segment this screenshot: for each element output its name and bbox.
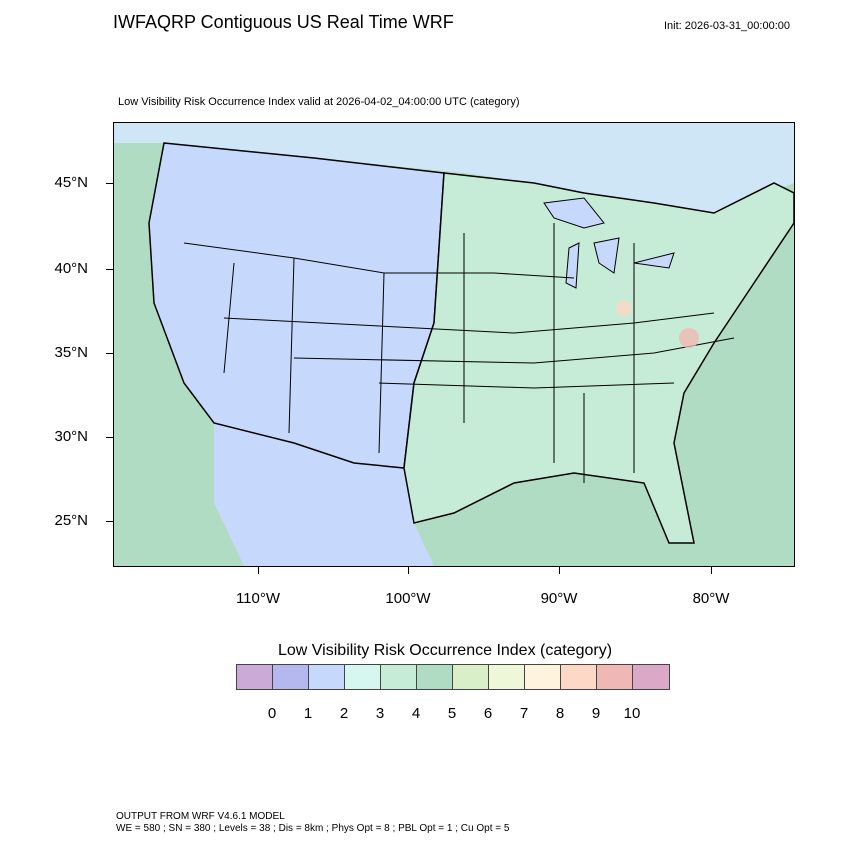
colorbar-label: 0	[267, 705, 277, 722]
state-borders	[183, 223, 735, 483]
canada-land	[114, 123, 794, 213]
colorbar-title: Low Visibility Risk Occurrence Index (ca…	[278, 642, 613, 659]
lat-label: 25°N	[54, 512, 88, 529]
lon-tick	[559, 567, 560, 574]
colorbar-swatch	[237, 665, 273, 689]
figure-title: IWFAQRP Contiguous US Real Time WRF	[113, 12, 454, 32]
lat-label: 45°N	[54, 174, 88, 191]
plot-subtitle: Low Visibility Risk Occurrence Index val…	[118, 96, 520, 108]
great-lakes	[543, 197, 675, 289]
colorbar-label: 1	[303, 705, 313, 722]
colorbar-swatch	[345, 665, 381, 689]
lat-tick	[106, 521, 113, 522]
map-panel	[113, 122, 795, 567]
init-time: Init: 2026-03-31_00:00:00	[664, 20, 790, 32]
footer-model: OUTPUT FROM WRF V4.6.1 MODEL	[116, 811, 285, 822]
lon-label: 100°W	[385, 590, 431, 607]
colorbar-swatch	[273, 665, 309, 689]
colorbar-label: 10	[623, 705, 641, 722]
lat-label: 35°N	[54, 344, 88, 361]
lat-tick	[106, 437, 113, 438]
colorbar-swatch	[597, 665, 633, 689]
footer-config: WE = 580 ; SN = 380 ; Levels = 38 ; Dis …	[116, 823, 510, 834]
map-svg	[114, 123, 795, 566]
lat-label: 40°N	[54, 260, 88, 277]
colorbar-label: 3	[375, 705, 385, 722]
colorbar-label: 2	[339, 705, 349, 722]
colorbar-label: 9	[591, 705, 601, 722]
colorbar-swatch	[453, 665, 489, 689]
high-risk-area	[679, 328, 699, 348]
colorbar-label: 4	[411, 705, 421, 722]
colorbar-label: 7	[519, 705, 529, 722]
lon-tick	[408, 567, 409, 574]
colorbar-swatch	[489, 665, 525, 689]
lon-label: 110°W	[235, 590, 281, 607]
lon-tick	[258, 567, 259, 574]
colorbar	[236, 664, 670, 690]
mexico-land	[214, 423, 434, 566]
lon-tick	[711, 567, 712, 574]
colorbar-label: 5	[447, 705, 457, 722]
lat-tick	[106, 269, 113, 270]
colorbar-swatch	[417, 665, 453, 689]
lat-label: 30°N	[54, 428, 88, 445]
colorbar-swatch	[381, 665, 417, 689]
colorbar-swatch	[309, 665, 345, 689]
colorbar-swatch	[561, 665, 597, 689]
lat-tick	[106, 183, 113, 184]
colorbar-label: 8	[555, 705, 565, 722]
lat-tick	[106, 353, 113, 354]
elevated-risk-area	[616, 300, 632, 316]
lon-label: 90°W	[540, 590, 578, 607]
lon-label: 80°W	[692, 590, 730, 607]
colorbar-swatch	[633, 665, 669, 689]
colorbar-swatch	[525, 665, 561, 689]
colorbar-label: 6	[483, 705, 493, 722]
